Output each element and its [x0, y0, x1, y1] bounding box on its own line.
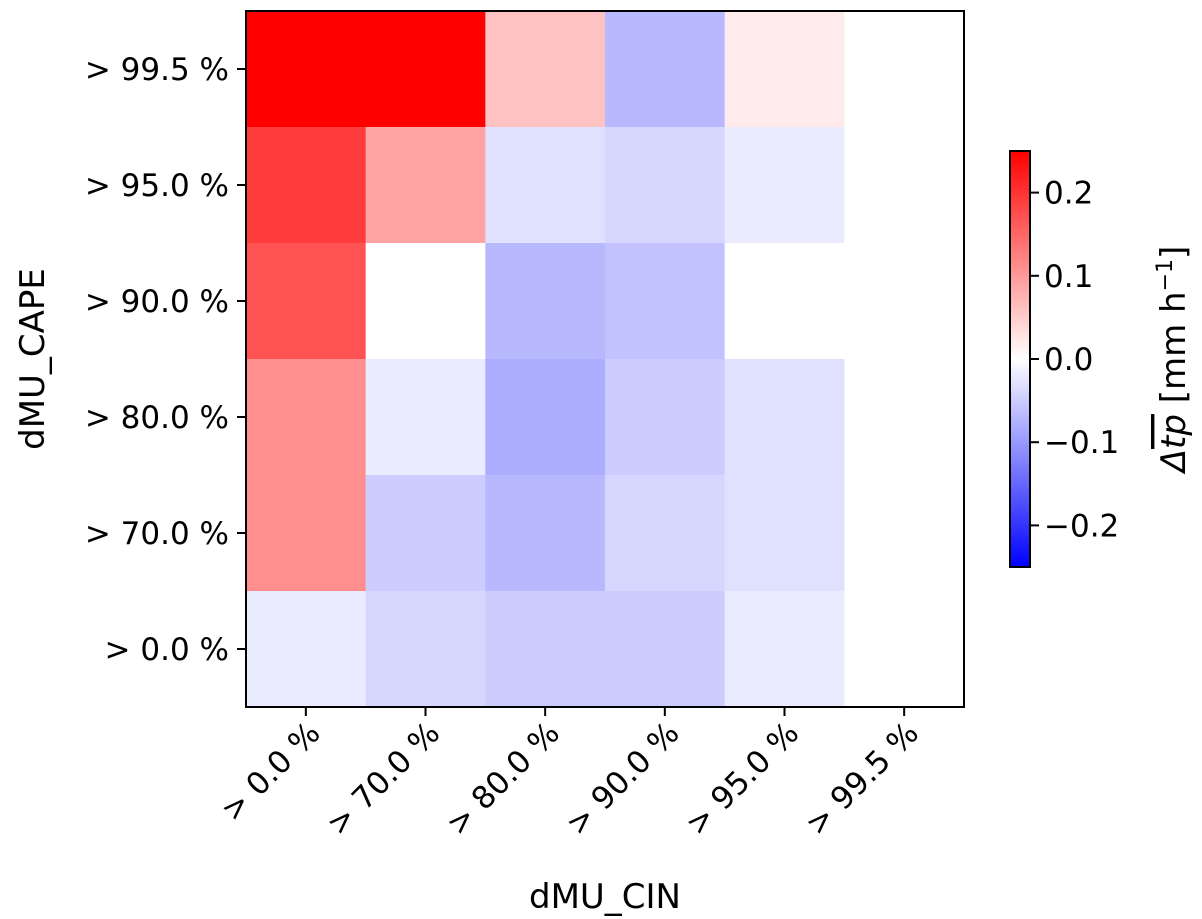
heatmap-cell [485, 243, 606, 360]
colorbar-label-delta: Δ [1154, 449, 1194, 475]
heatmap-cell [246, 591, 367, 708]
x-tick-label: > 90.0 % [559, 715, 686, 842]
heatmap-cell [485, 127, 606, 244]
heatmap-cell [724, 475, 845, 592]
heatmap-cell [605, 127, 726, 244]
heatmap-cell [605, 359, 726, 476]
heatmap-cell [844, 11, 965, 128]
heatmap-cell [844, 243, 965, 360]
x-tick-label: > 70.0 % [320, 715, 447, 842]
heatmap-cell [605, 243, 726, 360]
heatmap-cell [246, 127, 367, 244]
heatmap-cell [365, 359, 486, 476]
colorbar-label-exponent: −1 [1153, 259, 1178, 291]
heatmap-cells [246, 11, 965, 708]
y-tick-label: > 80.0 % [85, 400, 229, 436]
heatmap-cell [605, 475, 726, 592]
heatmap-cell [605, 591, 726, 708]
heatmap-cell [365, 475, 486, 592]
x-tick-label: > 99.5 % [798, 715, 925, 842]
x-tick-label: > 0.0 % [214, 715, 327, 828]
y-tick-label: > 90.0 % [85, 284, 229, 320]
heatmap-cell [365, 127, 486, 244]
heatmap-cell [365, 591, 486, 708]
heatmap-cell [724, 243, 845, 360]
heatmap-cell [844, 475, 965, 592]
y-axis-label: dMU_CAPE [13, 268, 53, 450]
heatmap-cell [724, 11, 845, 128]
x-axis: > 0.0 %> 70.0 %> 80.0 %> 90.0 %> 95.0 %>… [214, 707, 926, 843]
heatmap-cell [246, 243, 367, 360]
heatmap-cell [605, 11, 726, 128]
heatmap-cell [724, 591, 845, 708]
heatmap-cell [485, 11, 606, 128]
y-tick-label: > 99.5 % [85, 52, 229, 88]
colorbar-ticks: 0.2 0.1 0.0 −0.1 −0.2 [1030, 176, 1119, 544]
y-tick-label: > 70.0 % [85, 516, 229, 552]
colorbar-label-close: ] [1154, 246, 1194, 259]
colorbar-tick-label: 0.2 [1044, 176, 1093, 212]
heatmap-cell [485, 591, 606, 708]
colorbar-label: Δtp [mm h−1] [1153, 246, 1194, 476]
colorbar-tick-label: 0.1 [1044, 259, 1093, 295]
y-tick-label: > 95.0 % [85, 168, 229, 204]
heatmap-cell [844, 591, 965, 708]
colorbar-label-variable: tp [1154, 414, 1194, 449]
colorbar-tick-label: −0.2 [1044, 508, 1119, 544]
y-axis: > 99.5 % > 95.0 % > 90.0 % > 80.0 % > 70.0 %… [85, 52, 246, 668]
heatmap-cell [246, 475, 367, 592]
colorbar [1009, 150, 1031, 568]
colorbar-tick-label: 0.0 [1044, 342, 1093, 378]
plot-frame [245, 10, 965, 708]
x-tick-label: > 80.0 % [439, 715, 566, 842]
heatmap-cell [485, 359, 606, 476]
heatmap-cell [844, 127, 965, 244]
x-axis-label: dMU_CIN [529, 877, 681, 917]
colorbar-label-units: [mm h [1154, 291, 1194, 414]
colorbar-tick-label: −0.1 [1044, 425, 1119, 461]
heatmap-cell [844, 359, 965, 476]
svg-text:Δtp [mm h−1]: Δtp [mm h−1] [1153, 246, 1194, 476]
y-tick-label: > 0.0 % [105, 632, 229, 668]
heatmap-cell [246, 359, 367, 476]
heatmap-cell [365, 11, 486, 128]
heatmap-cell [724, 359, 845, 476]
heatmap-cell [724, 127, 845, 244]
heatmap-cell [365, 243, 486, 360]
heatmap-cell [246, 11, 367, 128]
heatmap-cell [485, 475, 606, 592]
x-tick-label: > 95.0 % [679, 715, 806, 842]
